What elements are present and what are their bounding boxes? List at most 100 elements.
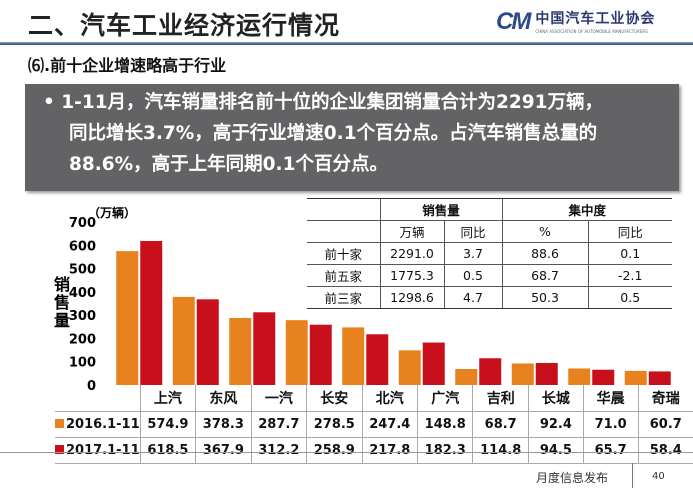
y-tick-label: 300 [69, 309, 96, 324]
header-concentration: 集中度 [501, 198, 672, 221]
data-label: 148.8 [416, 410, 473, 437]
header-divider [0, 42, 693, 45]
y-tick-label: 100 [69, 356, 96, 371]
data-label: 68.7 [472, 410, 529, 437]
bar-2017 [140, 240, 163, 385]
legend-entry: 2016.1-11 [55, 410, 141, 437]
bullet-line-3: 88.6%，高于上年同期0.1个百分点。 [69, 154, 388, 175]
data-label: 217.8 [361, 436, 418, 464]
cell: 1298.6 [379, 286, 444, 309]
data-label: 92.4 [527, 410, 584, 437]
bar-2017 [196, 299, 219, 385]
page-number: 40 [652, 471, 665, 482]
cell: -2.1 [587, 264, 672, 287]
category-label: 长城 [527, 385, 584, 411]
bar-2016 [172, 296, 195, 385]
bar-2016 [624, 370, 647, 385]
category-label: 东风 [195, 385, 252, 411]
bullet-line-1: • 1-11月，汽车销量排名前十位的企业集团销量合计为2291万辆， [43, 92, 604, 113]
legend-label: 2017.1-11 [66, 442, 140, 458]
footer-separator [632, 463, 633, 488]
data-label: 287.7 [250, 410, 307, 437]
footer-text: 月度信息发布 [536, 471, 609, 485]
bar-2017 [648, 371, 671, 385]
row-label: 前五家 [307, 264, 380, 287]
header-sales: 销售量 [379, 198, 502, 221]
category-label: 长安 [306, 385, 363, 411]
y-tick-label: 700 [69, 216, 96, 231]
subheader: 同比 [443, 220, 502, 243]
category-label: 华晨 [582, 385, 639, 411]
bar-2016 [455, 369, 478, 385]
cell: 2291.0 [379, 242, 444, 265]
bar-2016 [511, 363, 534, 385]
data-label: 247.4 [361, 410, 418, 437]
cell: 0.1 [587, 242, 672, 265]
legend-swatch [55, 444, 64, 454]
data-label: 94.5 [527, 436, 584, 464]
bar-2017 [422, 342, 445, 385]
cell: 0.5 [443, 264, 502, 287]
cell: 1775.3 [379, 264, 444, 287]
row-label: 前三家 [307, 286, 380, 309]
cell: 50.3 [501, 286, 588, 309]
data-label: 65.7 [582, 436, 639, 464]
bar-2016 [398, 350, 421, 385]
category-label: 广汽 [416, 385, 473, 411]
bar-2016 [285, 320, 308, 385]
bar-2017 [366, 334, 389, 385]
cell: 0.5 [587, 286, 672, 309]
summary-table: 销售量 集中度 万辆 同比 % 同比 前十家 2291.0 3.7 88.6 0.1 前… [307, 198, 672, 309]
category-label: 一汽 [250, 385, 307, 411]
data-label: 182.3 [416, 436, 473, 464]
data-label: 60.7 [637, 410, 693, 437]
slide-title: 二、汽车工业经济运行情况 [28, 11, 341, 40]
bar-2016 [342, 327, 365, 385]
summary-box: • 1-11月，汽车销量排名前十位的企业集团销量合计为2291万辆， 同比增长3… [25, 84, 679, 191]
y-axis-label-char: 售 [54, 293, 70, 312]
section-subtitle: ⑹.前十企业增速略高于行业 [28, 56, 227, 75]
subheader: 同比 [587, 220, 672, 243]
y-tick-label: 500 [69, 263, 96, 278]
bar-2017 [309, 324, 332, 385]
data-label: 378.3 [195, 410, 252, 437]
bar-2016 [568, 368, 591, 385]
legend-entry: 2017.1-11 [55, 436, 141, 464]
category-label: 北汽 [361, 385, 418, 411]
bullet-line-2: 同比增长3.7%，高于行业增速0.1个百分点。占汽车销售总量的 [69, 123, 598, 144]
legend-swatch [55, 418, 64, 428]
bar-2016 [229, 318, 252, 385]
y-axis-label-char: 量 [54, 311, 70, 330]
logo-cn: 中国汽车工业协会 [535, 11, 656, 27]
footer-divider [0, 452, 693, 453]
y-axis-label-char: 销 [54, 275, 70, 294]
logo-mark: CM [496, 8, 531, 35]
data-label: 367.9 [195, 436, 252, 464]
bar-2017 [479, 358, 502, 385]
data-label: 258.9 [306, 436, 363, 464]
y-tick-label: 200 [69, 332, 96, 347]
y-tick-label: 400 [69, 286, 96, 301]
logo-en: CHINA ASSOCIATION OF AUTOMOBILE MANUFACT… [535, 29, 648, 34]
bar-2016 [116, 251, 139, 385]
data-label: 58.4 [637, 436, 693, 464]
data-label: 618.5 [139, 436, 196, 464]
bar-2017 [592, 369, 615, 385]
subheader: % [501, 220, 588, 243]
data-label: 312.2 [250, 436, 307, 464]
category-label: 吉利 [472, 385, 529, 411]
category-label: 奇瑞 [637, 385, 693, 411]
legend-label: 2016.1-11 [66, 416, 140, 432]
subheader: 万辆 [379, 220, 444, 243]
data-label: 574.9 [139, 410, 196, 437]
table-row: 前十家 2291.0 3.7 88.6 0.1 [307, 242, 672, 265]
y-tick-label: 0 [87, 379, 96, 394]
category-label: 上汽 [139, 385, 196, 411]
series-row: 2016.1-11 574.9 378.3 287.7 278.5 247.4 148.8 6… [55, 410, 693, 437]
y-tick-label: 600 [69, 239, 96, 254]
data-label: 278.5 [306, 410, 363, 437]
cell: 3.7 [443, 242, 502, 265]
cell: 68.7 [501, 264, 588, 287]
bar-2017 [253, 312, 276, 385]
